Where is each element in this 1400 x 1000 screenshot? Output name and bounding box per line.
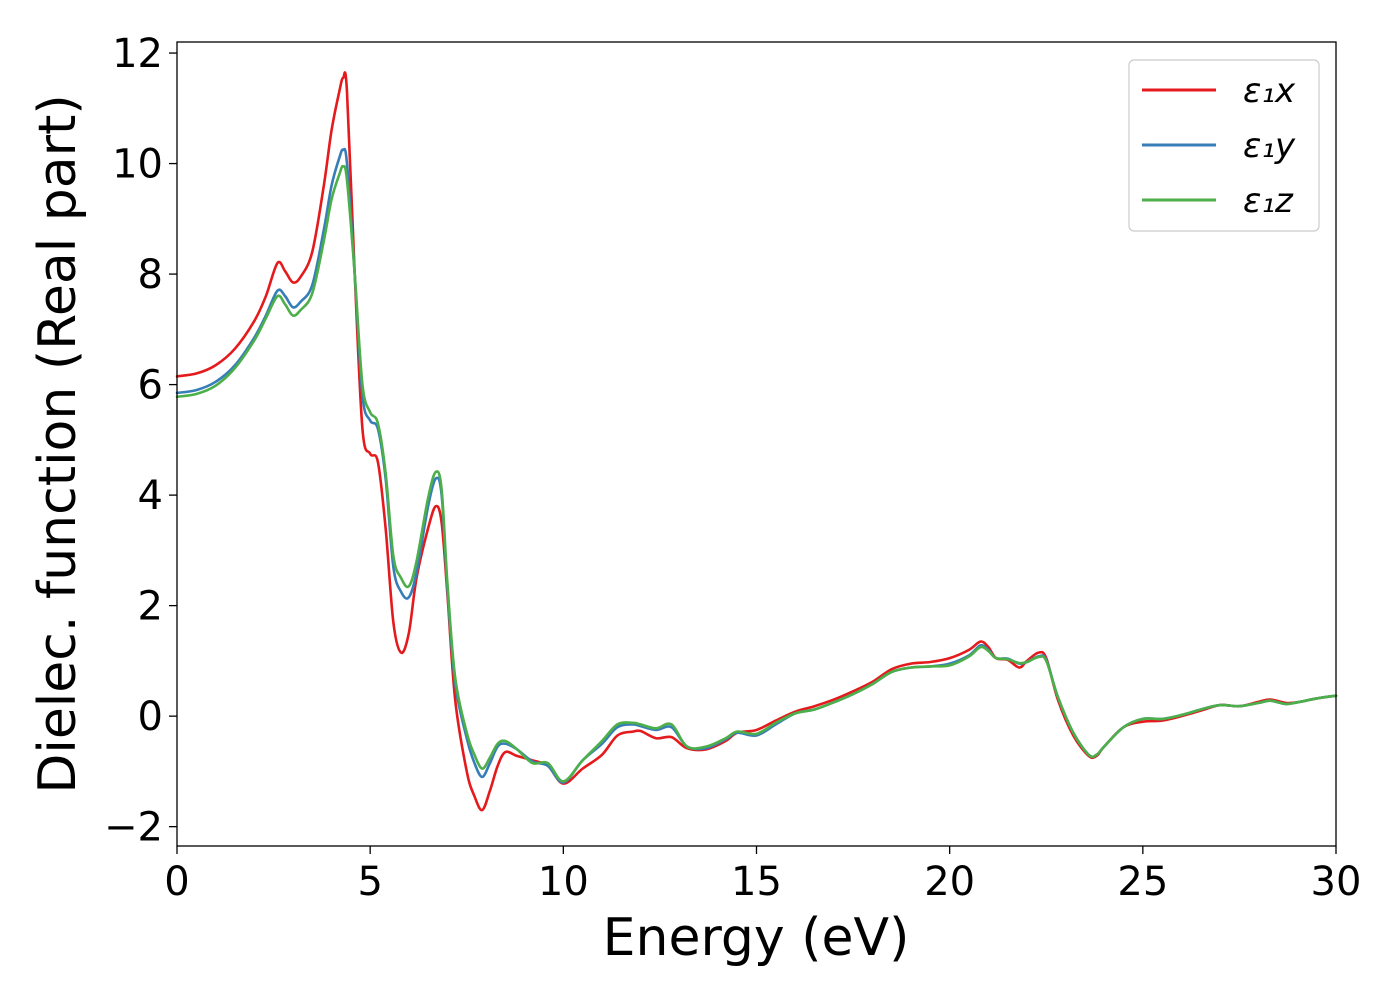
x-tick-label: 20 xyxy=(924,859,975,905)
y-tick-label: 2 xyxy=(138,584,163,630)
y-tick-label: 0 xyxy=(138,694,163,740)
x-tick-label: 5 xyxy=(357,859,382,905)
y-tick-label: 10 xyxy=(112,142,163,188)
legend-label-3: ε₁z xyxy=(1243,181,1294,221)
x-axis: 0 5 10 15 20 25 30 xyxy=(164,846,1361,905)
x-tick-label: 25 xyxy=(1117,859,1168,905)
legend-label-1: ε₁x xyxy=(1243,71,1296,111)
series-line-3 xyxy=(175,164,1338,783)
x-axis-title: Energy (eV) xyxy=(603,908,910,968)
legend-box xyxy=(1128,59,1320,232)
x-tick-label: 30 xyxy=(1311,859,1362,905)
x-tick-label: 15 xyxy=(731,859,782,905)
y-tick-label: −2 xyxy=(104,805,163,851)
y-tick-label: 6 xyxy=(138,363,163,409)
y-tick-label: 12 xyxy=(112,31,163,77)
y-tick-label: 4 xyxy=(138,473,163,519)
legend: ε₁x ε₁y ε₁z xyxy=(1128,59,1320,232)
y-axis: −2 0 2 4 6 8 10 12 xyxy=(104,31,177,851)
x-tick-label: 0 xyxy=(164,859,189,905)
x-tick-label: 10 xyxy=(538,859,589,905)
y-axis-title: Dielec. function (Real part) xyxy=(28,94,88,793)
legend-label-2: ε₁y xyxy=(1243,126,1296,166)
y-tick-label: 8 xyxy=(138,252,163,298)
series-layer xyxy=(175,71,1338,812)
